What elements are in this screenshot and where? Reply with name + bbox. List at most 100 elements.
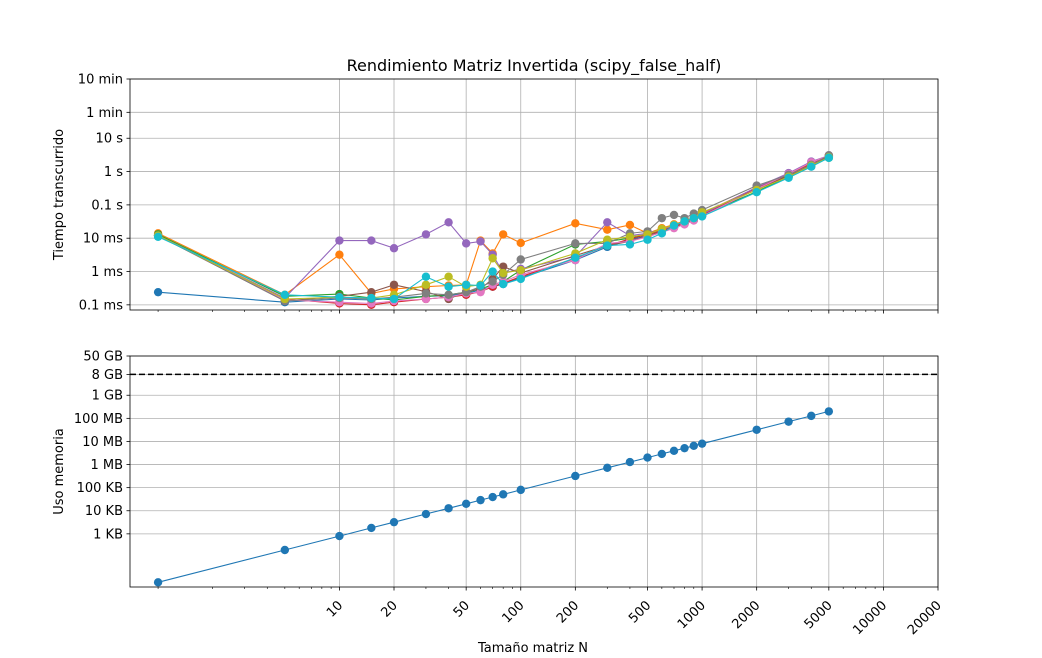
data-point: [421, 230, 431, 239]
data-point: [603, 235, 612, 244]
data-point: [689, 213, 698, 223]
data-point: [643, 453, 652, 462]
data-point: [571, 253, 580, 262]
data-point: [280, 290, 290, 300]
data-point: [389, 244, 399, 253]
y-tick-label: 10 MB: [82, 435, 123, 450]
data-point: [280, 545, 290, 555]
data-point: [498, 490, 508, 499]
data-point: [461, 280, 471, 289]
data-point: [697, 439, 707, 448]
y-tick-label: 1 min: [86, 106, 123, 121]
data-point: [488, 267, 497, 276]
data-point: [461, 499, 471, 508]
data-point: [498, 279, 508, 289]
data-point: [689, 441, 698, 450]
data-point: [669, 221, 679, 230]
data-point: [421, 280, 431, 289]
data-point: [807, 411, 816, 421]
data-point: [389, 280, 399, 289]
data-point: [680, 443, 689, 453]
data-point: [516, 274, 525, 284]
data-point: [669, 446, 679, 456]
data-point: [476, 237, 485, 246]
data-point: [498, 262, 508, 271]
y-tick-label: 10 s: [96, 132, 124, 147]
data-point: [603, 241, 612, 250]
data-point: [571, 239, 580, 248]
data-point: [784, 417, 793, 426]
data-point: [680, 217, 689, 226]
y-tick-label: 1 MB: [90, 458, 123, 473]
data-point: [669, 210, 679, 220]
time-y-ticks: 0.1 ms 1 ms 10 ms 0.1 s 1 s 10 s 1 min 10 min: [78, 73, 130, 313]
data-point: [153, 287, 163, 297]
data-point: [603, 225, 612, 234]
data-point: [367, 293, 376, 303]
time-series: [153, 150, 834, 310]
data-point: [824, 407, 834, 416]
data-point: [421, 289, 431, 298]
data-point: [444, 272, 453, 281]
time-axes-frame: [129, 78, 939, 311]
data-point: [367, 287, 376, 297]
y-tick-label: 1 KB: [93, 527, 123, 542]
data-point: [498, 268, 508, 278]
memory-y-ticks: 1 KB 10 KB 100 KB 1 MB 10 MB 100 MB 1 GB 8 GB 50…: [74, 350, 130, 542]
time-x-ticks: [157, 310, 939, 314]
data-point: [752, 188, 761, 197]
data-point: [389, 517, 399, 527]
data-point: [335, 292, 344, 302]
data-point: [697, 212, 707, 221]
y-tick-label: 0.1 s: [91, 198, 123, 213]
data-point: [625, 232, 635, 242]
memory-axes-frame: [129, 355, 939, 588]
data-point: [367, 523, 376, 533]
data-point: [498, 230, 508, 239]
data-point: [784, 173, 793, 182]
y-tick-label: 0.1 ms: [79, 298, 123, 313]
memory-series: [130, 373, 938, 587]
data-point: [571, 471, 580, 481]
y-tick-label: 50 GB: [83, 350, 123, 365]
data-point: [824, 153, 834, 162]
chart-title: Rendimiento Matriz Invertida (scipy_fals…: [347, 56, 722, 76]
y-tick-label: 100 MB: [74, 412, 123, 427]
data-point: [389, 294, 399, 304]
data-point: [444, 218, 453, 227]
data-point: [476, 281, 485, 290]
data-point: [476, 495, 485, 505]
data-point: [461, 239, 471, 248]
data-point: [335, 531, 344, 541]
y-tick-label: 1 GB: [92, 389, 123, 404]
data-point: [571, 219, 580, 228]
time-axes: 0.1 ms 1 ms 10 ms 0.1 s 1 s 10 s 1 min 10 min R…: [52, 56, 939, 314]
y-tick-label: 10 KB: [85, 504, 123, 519]
data-point: [657, 213, 667, 223]
data-point: [421, 272, 431, 281]
y-tick-label: 10 ms: [83, 232, 123, 247]
data-point: [643, 235, 652, 244]
time-y-axis-label: Tiempo transcurrido: [52, 129, 67, 261]
x-axis-label: Tamaño matriz N: [477, 641, 588, 656]
data-point: [625, 457, 635, 467]
data-point: [335, 250, 344, 259]
y-tick-label: 1 ms: [91, 265, 123, 280]
data-point: [335, 236, 344, 245]
data-point: [488, 277, 497, 286]
data-point: [153, 232, 163, 242]
y-tick-label: 8 GB: [92, 368, 123, 383]
memory-y-axis-label: Uso memoria: [52, 428, 67, 515]
data-point: [516, 238, 525, 248]
data-point: [367, 236, 376, 245]
y-tick-label: 10 min: [78, 73, 123, 88]
data-point: [444, 504, 453, 513]
data-point: [603, 218, 612, 227]
data-point: [807, 162, 816, 171]
y-tick-label: 1 s: [104, 165, 123, 180]
data-point: [625, 220, 635, 230]
data-point: [516, 255, 525, 264]
data-point: [516, 265, 525, 275]
data-point: [657, 449, 667, 459]
